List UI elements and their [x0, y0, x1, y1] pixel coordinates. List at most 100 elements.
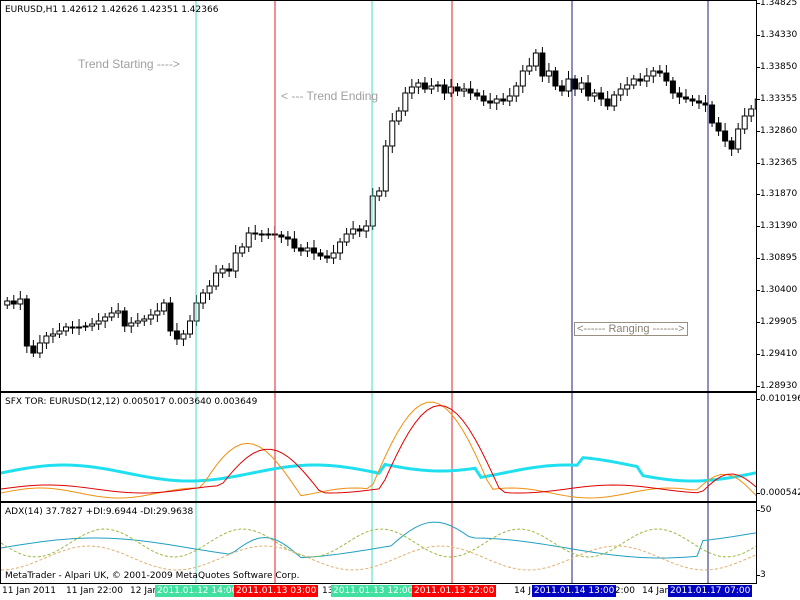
- candle-body: [350, 228, 357, 235]
- sfx-tor-label: SFX TOR: EURUSD(12,12) 0.005017 0.003640…: [5, 397, 258, 407]
- candle-body: [754, 98, 756, 110]
- candle-body: [324, 255, 331, 259]
- candle-body: [160, 302, 167, 312]
- candle-body: [513, 85, 520, 97]
- price-tick-label: 1.34330: [756, 29, 798, 40]
- candle-body: [532, 52, 539, 67]
- candle-body: [643, 75, 650, 82]
- time-tick: 12 Jan: [130, 586, 159, 596]
- candle-body: [76, 326, 83, 329]
- vline-time-label: 2011.01.13 22:00: [412, 585, 497, 597]
- candle-body: [696, 100, 703, 104]
- candle-body: [552, 70, 559, 87]
- candle-body: [624, 84, 631, 90]
- candle-body: [578, 82, 585, 90]
- time-axis[interactable]: 11 Jan 2011 11 Jan 22:00 12 Jan 13 14 J …: [0, 584, 800, 600]
- candle-body: [226, 268, 233, 272]
- time-tick: 14 Jan: [642, 586, 671, 596]
- candle-body: [376, 190, 383, 197]
- candle-body: [689, 98, 696, 102]
- candle-body: [291, 238, 298, 249]
- candle-body: [526, 65, 533, 72]
- candle-body: [4, 300, 11, 306]
- candle-body: [128, 322, 135, 327]
- candle-body: [565, 78, 572, 92]
- candle-body: [49, 333, 56, 337]
- candle-body: [134, 320, 141, 324]
- price-tick-label: 1.32365: [756, 157, 798, 168]
- candle-body: [728, 140, 735, 150]
- main-price-pane[interactable]: EURUSD,H1 1.42612 1.42626 1.42351 1.4236…: [0, 0, 757, 392]
- candle-body: [415, 82, 422, 88]
- candle-body: [30, 345, 37, 354]
- candle-body: [474, 92, 481, 97]
- price-scale[interactable]: 1.34825 1.34330 1.33850 1.33355 1.32860 1.323…: [756, 0, 800, 584]
- candle-body: [493, 98, 500, 104]
- price-tick-label: 1.29905: [756, 317, 798, 327]
- sfx-tor-pane[interactable]: SFX TOR: EURUSD(12,12) 0.005017 0.003640…: [0, 392, 757, 502]
- sfx-tor-canvas[interactable]: [1, 393, 757, 502]
- candle-body: [108, 312, 115, 318]
- candle-body: [389, 120, 396, 147]
- trend-ending-annotation: < --- Trend Ending: [281, 89, 379, 103]
- candle-body: [258, 233, 265, 236]
- candle-body: [519, 70, 526, 87]
- candle-body: [395, 110, 402, 122]
- candle-body: [102, 316, 109, 322]
- time-tick: 11 Jan 22:00: [66, 586, 123, 596]
- candle-body: [421, 82, 428, 90]
- price-tick-label: 1.31390: [756, 221, 798, 232]
- symbol-label: EURUSD,H1 1.42612 1.42626 1.42351 1.4236…: [5, 5, 219, 15]
- candle-body: [722, 130, 729, 142]
- candle-body: [186, 320, 193, 335]
- candle-body: [206, 285, 213, 294]
- candle-body: [252, 232, 259, 235]
- candle-body: [480, 95, 487, 102]
- candle-body: [539, 52, 546, 77]
- candle-body: [330, 252, 337, 259]
- candle-body: [363, 225, 370, 232]
- candle-body: [617, 88, 624, 96]
- candle-body: [682, 96, 689, 100]
- candle-body: [709, 104, 716, 124]
- candle-body: [62, 326, 69, 332]
- candle-body: [56, 330, 63, 335]
- candle-body: [167, 302, 174, 332]
- candle-body: [591, 92, 598, 97]
- candle-body: [17, 298, 24, 305]
- candle-body: [467, 88, 474, 94]
- candle-body: [200, 292, 207, 304]
- price-tick-label: 1.32860: [756, 125, 798, 136]
- candle-body: [213, 272, 220, 287]
- candle-body: [265, 233, 272, 236]
- candle-body: [735, 128, 742, 150]
- candle-body: [10, 300, 17, 305]
- price-tick-label: 1.33355: [756, 93, 798, 104]
- copyright-text: MetaTrader - Alpari UK, © 2001-2009 Meta…: [5, 571, 300, 581]
- candle-body: [89, 323, 96, 327]
- sfx-tor-red-line: [1, 405, 756, 494]
- sfx-tor-cyan-line: [1, 456, 756, 483]
- candle-body: [656, 70, 663, 74]
- candle-body: [604, 98, 611, 107]
- price-chart-canvas[interactable]: [1, 1, 757, 392]
- ranging-annotation: <------ Ranging ------->: [574, 322, 688, 336]
- candle-body: [343, 233, 350, 243]
- candle-body: [115, 310, 122, 314]
- candle-body: [408, 86, 415, 94]
- adx-scale-top: 50: [756, 505, 772, 515]
- adx-pane[interactable]: ADX(14) 37.7827 +DI:9.6944 -DI:29.9638 M…: [0, 502, 757, 584]
- candle-body: [317, 252, 324, 257]
- vline-time-label: 2011.01.13 03:00: [234, 585, 319, 597]
- candle-body: [434, 84, 441, 87]
- candle-body: [43, 335, 50, 344]
- vline-time-label: 2011.01.13 12:00: [331, 585, 416, 597]
- time-tick: 13: [322, 586, 334, 596]
- candle-body: [356, 228, 363, 232]
- candle-body: [297, 247, 304, 252]
- adx-canvas[interactable]: [1, 503, 757, 584]
- candle-body: [304, 247, 311, 252]
- candle-body: [173, 330, 180, 340]
- candle-body: [141, 318, 148, 322]
